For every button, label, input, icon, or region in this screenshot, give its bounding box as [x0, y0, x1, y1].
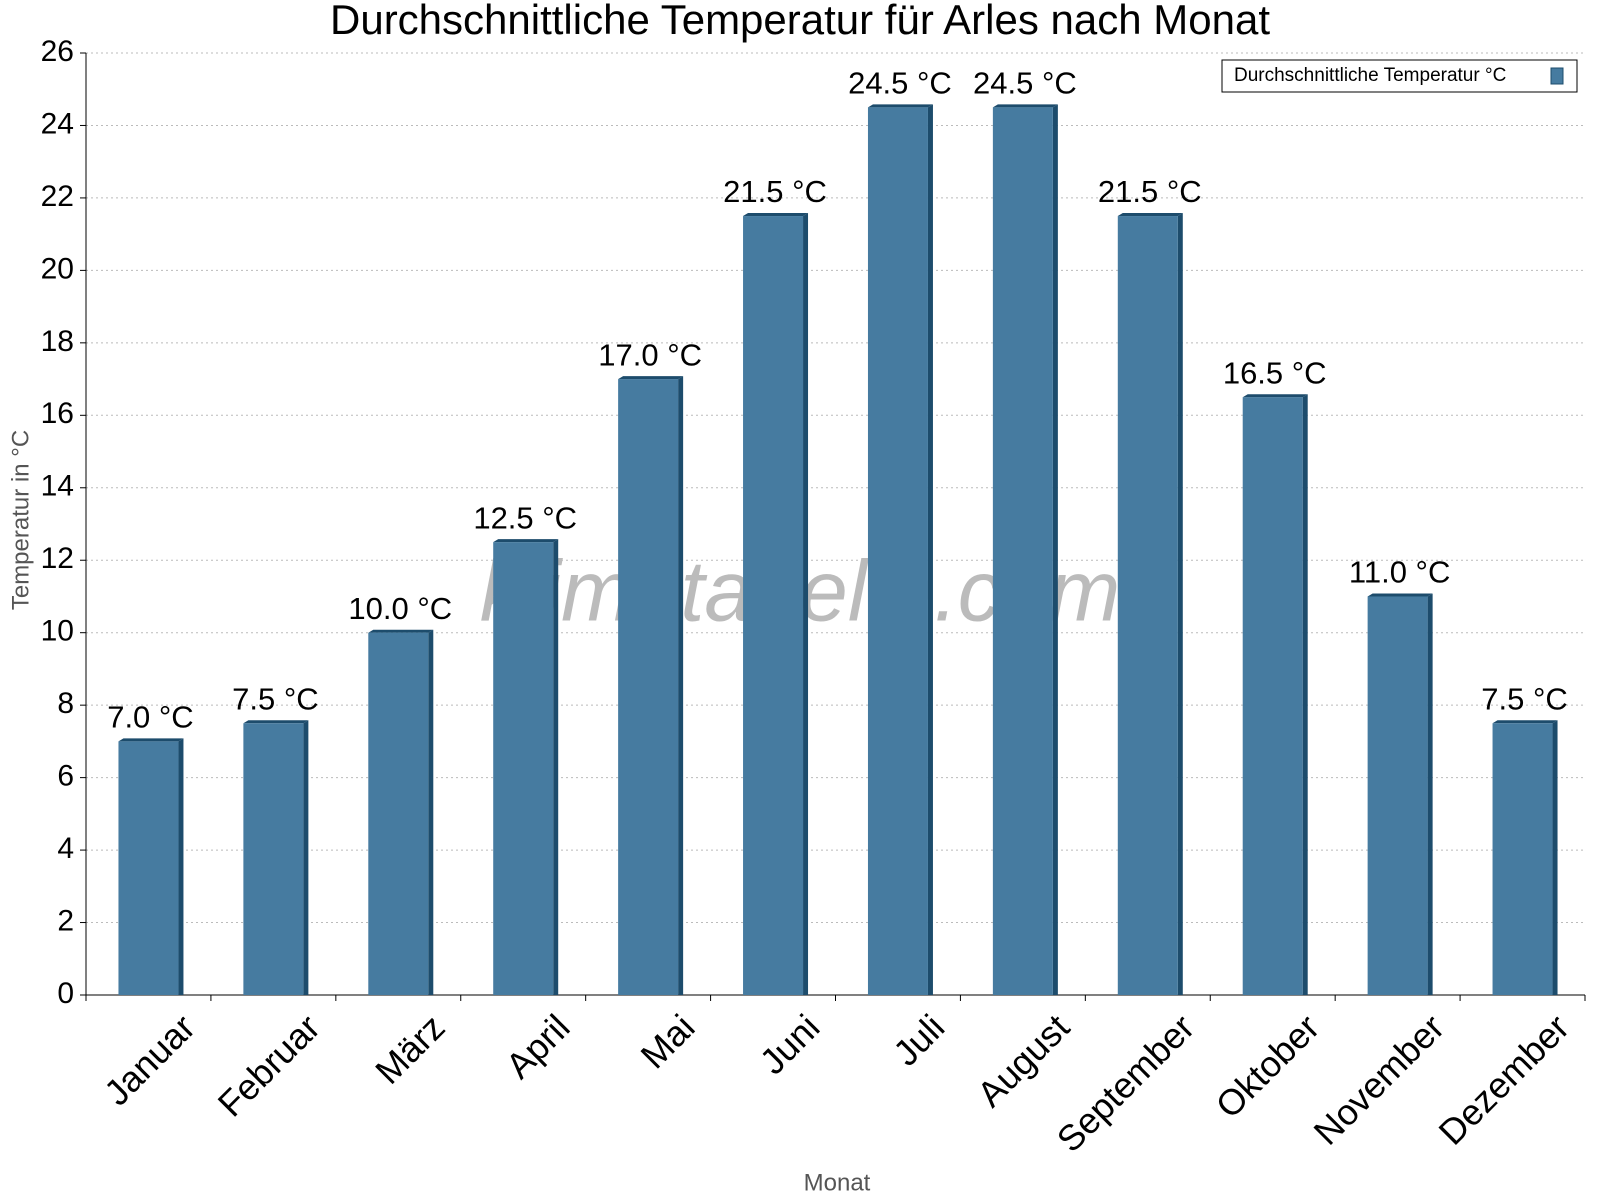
y-tick-label: 0	[57, 977, 74, 1010]
y-tick-label: 16	[41, 397, 74, 430]
value-label: 21.5 °C	[723, 174, 827, 209]
bar-side	[178, 738, 184, 995]
bar-side	[1552, 720, 1558, 995]
bar-top	[493, 539, 559, 543]
chart-title: Durchschnittliche Temperatur für Arles n…	[330, 0, 1270, 43]
value-label: 21.5 °C	[1098, 174, 1202, 209]
bar	[992, 107, 1053, 996]
legend-box	[1221, 59, 1578, 93]
bar	[243, 723, 304, 995]
value-label: 10.0 °C	[348, 591, 452, 626]
bar	[743, 216, 804, 996]
bar-side	[1052, 104, 1058, 996]
y-axis-label: Temperatur in °C	[7, 430, 34, 610]
bar	[1367, 596, 1428, 995]
y-tick-label: 22	[41, 180, 74, 213]
bar-top	[1367, 593, 1433, 597]
value-label: 12.5 °C	[473, 500, 577, 535]
bar-top	[618, 376, 684, 380]
y-tick-label: 18	[41, 325, 74, 358]
value-label: 7.0 °C	[107, 700, 194, 735]
bar	[1117, 216, 1178, 996]
y-tick-label: 4	[57, 832, 74, 865]
bar	[1492, 723, 1553, 995]
bar-side	[303, 720, 309, 995]
bar	[118, 741, 179, 995]
bar-top	[243, 720, 309, 724]
bar-side	[428, 629, 434, 995]
x-axis-label: Monat	[804, 1169, 871, 1196]
bar-side	[1427, 593, 1433, 995]
bar-top	[867, 104, 933, 108]
value-label: 17.0 °C	[598, 337, 702, 372]
y-tick-label: 10	[41, 615, 74, 648]
y-tick-label: 6	[57, 760, 74, 793]
bar-top	[743, 213, 809, 217]
y-tick-label: 24	[41, 107, 74, 140]
bar-side	[1302, 394, 1308, 995]
bar-side	[803, 213, 809, 996]
bar	[618, 379, 679, 996]
bar-side	[553, 539, 559, 995]
value-label: 24.5 °C	[848, 66, 952, 101]
legend-label: Durchschnittliche Temperatur °C	[1234, 65, 1506, 86]
bar-top	[368, 629, 434, 633]
value-label: 11.0 °C	[1349, 555, 1450, 590]
y-tick-label: 26	[41, 35, 74, 68]
legend-swatch	[1550, 67, 1564, 85]
value-label: 16.5 °C	[1223, 355, 1327, 390]
value-label: 7.5 °C	[232, 681, 319, 716]
y-tick-label: 2	[57, 904, 74, 937]
bar	[1242, 397, 1303, 995]
bar-top	[1242, 394, 1308, 398]
bar	[493, 542, 554, 995]
bar	[867, 107, 928, 996]
bar	[368, 632, 429, 995]
bar-side	[678, 376, 684, 996]
value-label: 7.5 °C	[1481, 681, 1568, 716]
y-tick-label: 14	[41, 470, 74, 503]
bar-top	[1117, 213, 1183, 217]
bar-side	[927, 104, 933, 996]
bar-side	[1177, 213, 1183, 996]
bar-top	[992, 104, 1058, 108]
bar-top	[1492, 720, 1558, 724]
y-tick-label: 12	[41, 542, 74, 575]
y-tick-label: 20	[41, 252, 74, 285]
value-label: 24.5 °C	[973, 66, 1077, 101]
y-tick-label: 8	[57, 687, 74, 720]
bar-top	[118, 738, 184, 742]
